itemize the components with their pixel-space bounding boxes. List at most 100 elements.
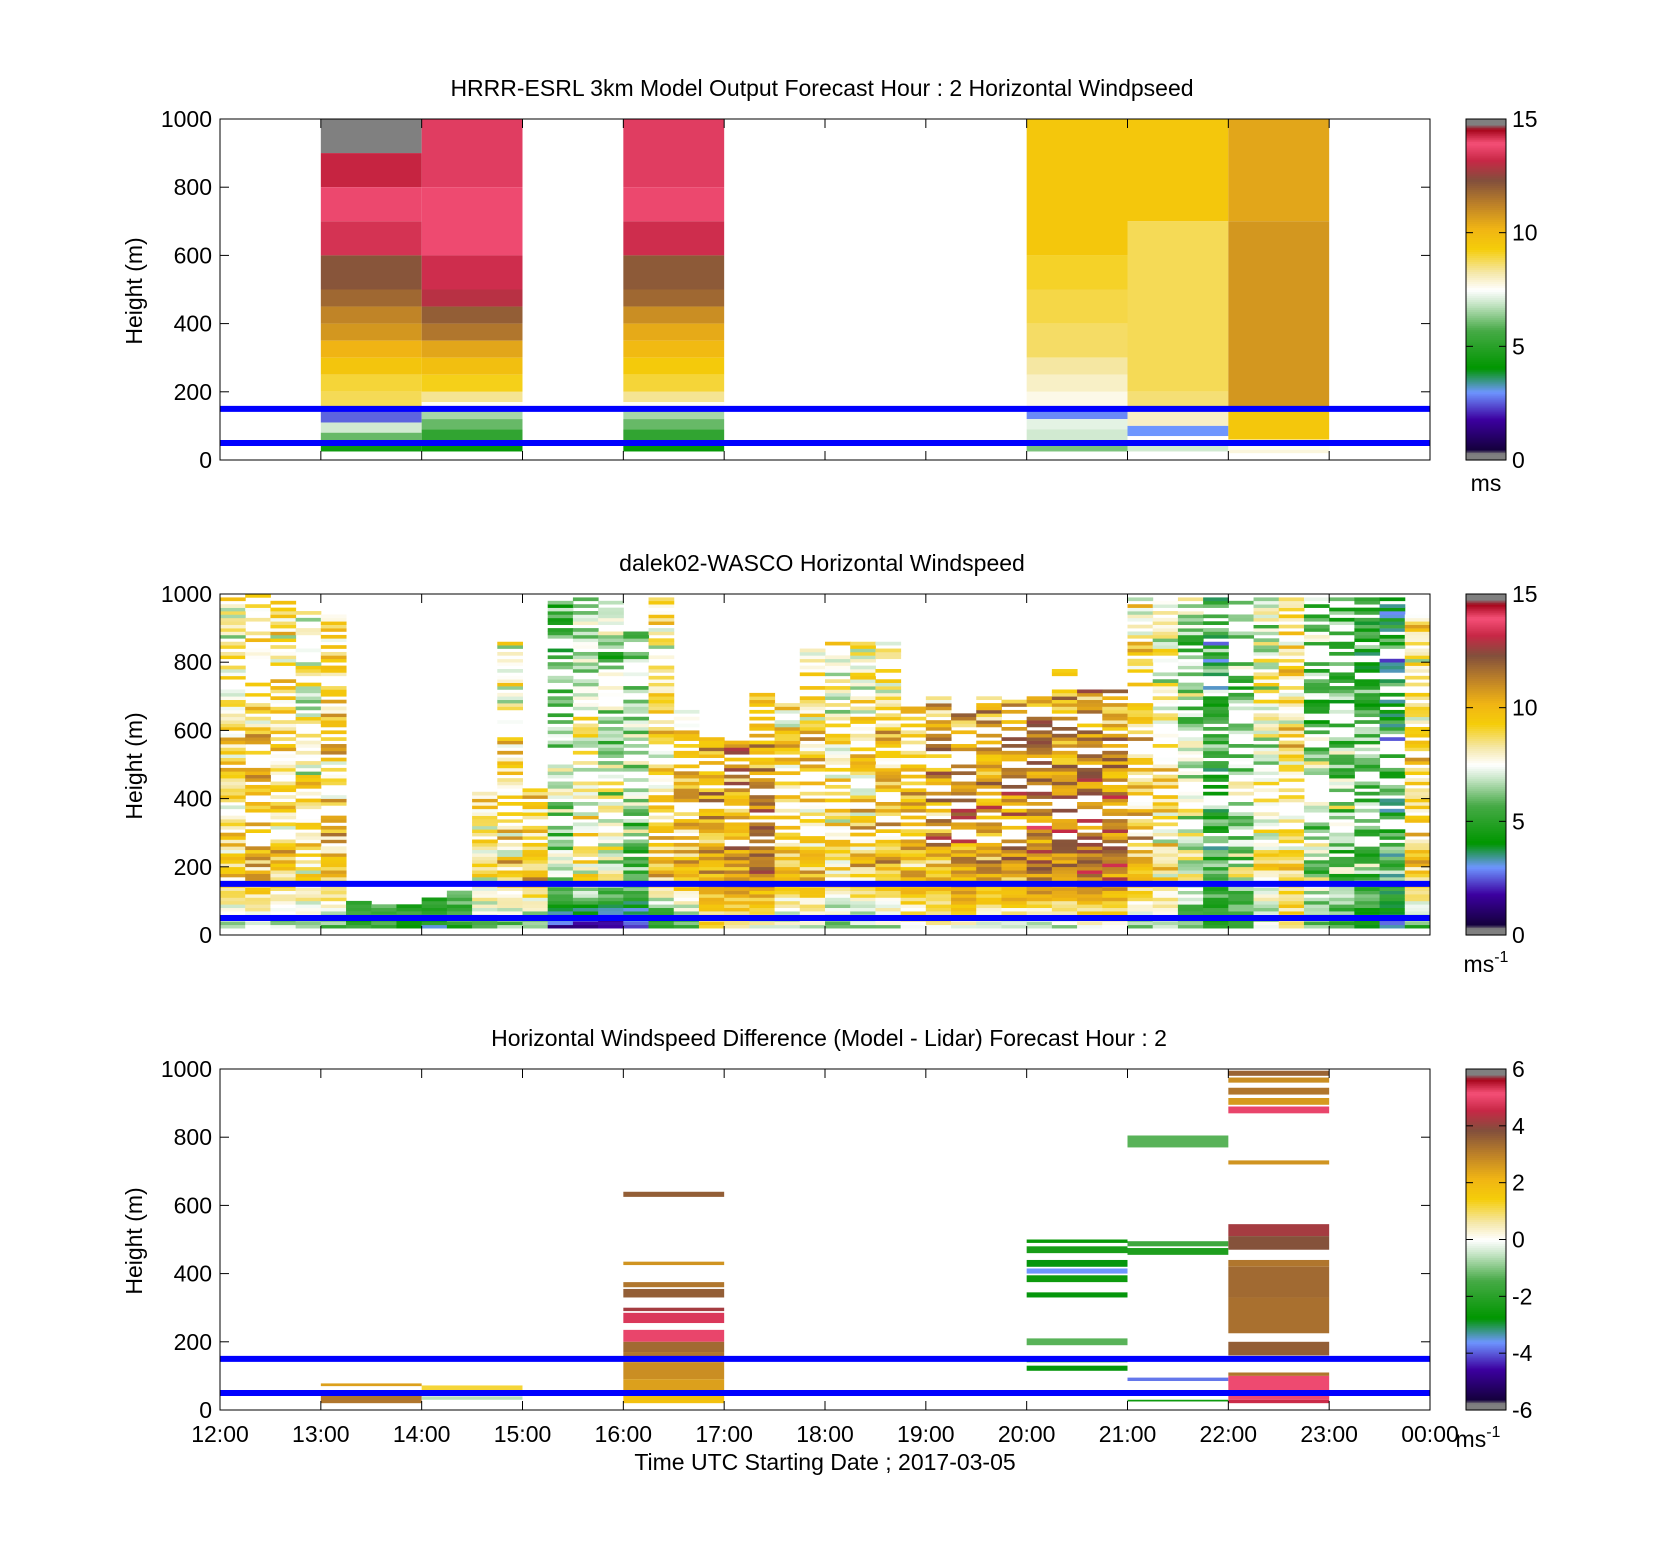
colorbar-swatch [1466,750,1506,754]
heatmap-cell [245,890,271,895]
heatmap-cell [270,631,297,636]
heatmap-cell [698,791,725,796]
heatmap-cell [749,853,776,857]
heatmap-cell [572,706,599,711]
heatmap-cell [598,921,624,926]
heatmap-cell [572,665,599,670]
heatmap-cell [1228,887,1255,891]
heatmap-cell [1026,744,1053,748]
colorbar-swatch [1466,1201,1506,1204]
heatmap-cell [320,340,422,358]
heatmap-cell [598,853,624,857]
heatmap-cell [1152,808,1179,813]
heatmap-cell [1379,737,1406,741]
colorbar-swatch [1466,802,1506,806]
heatmap-cell [1253,726,1280,731]
heatmap-cell [623,1191,725,1197]
heatmap-cell [698,924,725,929]
heatmap-cell [623,187,725,222]
heatmap-cell [421,306,523,324]
heatmap-cell [295,781,322,786]
heatmap-cell [1379,921,1406,926]
heatmap-cell [1228,825,1255,830]
heatmap-cell [472,812,498,816]
heatmap-cell [320,798,347,803]
heatmap-cell [1177,808,1204,813]
heatmap-cell [1404,733,1431,738]
heatmap-cell [1404,897,1431,902]
heatmap-cell [623,846,650,851]
colorbar-swatch [1466,1139,1506,1142]
heatmap-cell [270,628,297,632]
colorbar-swatch [1466,1263,1506,1267]
colorbar-swatch [1466,700,1506,703]
heatmap-cell [1379,842,1406,847]
heatmap-cell [522,825,549,830]
heatmap-cell [572,733,599,738]
heatmap-cell [648,897,675,902]
colorbar-swatch [1466,377,1506,381]
heatmap-cell [446,897,473,902]
heatmap-cell [1303,662,1330,666]
colorbar-swatch [1466,910,1506,914]
heatmap-cell [900,887,927,891]
heatmap-cell [799,730,826,735]
colorbar-swatch [1466,245,1506,248]
heatmap-cell [1177,877,1204,881]
heatmap-cell [572,846,599,851]
heatmap-cell [925,713,952,718]
heatmap-cell [1278,795,1305,799]
colorbar-swatch [1466,441,1506,445]
colorbar-swatch [1466,1291,1506,1295]
colorbar-swatch [1466,141,1506,144]
heatmap-cell [1026,894,1053,898]
heatmap-cell [1278,819,1305,823]
colorbar-gradient [1466,594,1506,936]
heatmap-cell [623,859,650,864]
heatmap-cell [598,774,624,779]
heatmap-cell [1379,699,1406,704]
heatmap-cell [295,805,322,810]
heatmap-cell [1228,744,1255,748]
heatmap-cell [825,890,851,895]
heatmap-cell [1303,873,1330,878]
heatmap-cell [598,863,624,868]
heatmap-cell [1127,648,1154,653]
heatmap-cell [497,863,523,868]
heatmap-cell [951,859,977,864]
heatmap-cell [1228,1341,1330,1356]
heatmap-cell [648,679,675,683]
heatmap-cell [976,764,1002,769]
heatmap-cell [698,771,725,776]
heatmap-cell [1203,621,1229,625]
y-tick-label: 200 [174,1329,212,1355]
heatmap-cell [421,900,448,905]
heatmap-cell [673,894,700,898]
heatmap-cell [320,614,347,619]
colorbar-swatch [1466,259,1506,263]
heatmap-cell [1253,720,1280,724]
heatmap-cell [547,767,574,772]
heatmap-cell [522,890,549,895]
colorbar-swatch [1466,1399,1506,1403]
heatmap-cell [598,791,624,796]
heatmap-cell [295,856,322,861]
heatmap-cell [522,853,549,857]
heatmap-cell [295,696,322,701]
heatmap-cell [1026,357,1128,375]
heatmap-cell [1253,761,1280,765]
heatmap-cell [724,747,750,752]
heatmap-cell [1127,607,1154,612]
heatmap-cell [1051,716,1078,721]
colorbar-tick-label: 0 [1512,1227,1525,1253]
heatmap-cell [648,778,675,782]
heatmap-cell [1379,863,1406,868]
heatmap-cell [497,744,523,748]
heatmap-cell [850,658,876,663]
colorbar-swatch [1466,786,1506,790]
heatmap-cell [572,832,599,837]
heatmap-cell [1278,767,1305,772]
heatmap-cell [925,859,952,864]
heatmap-cell [497,662,523,666]
